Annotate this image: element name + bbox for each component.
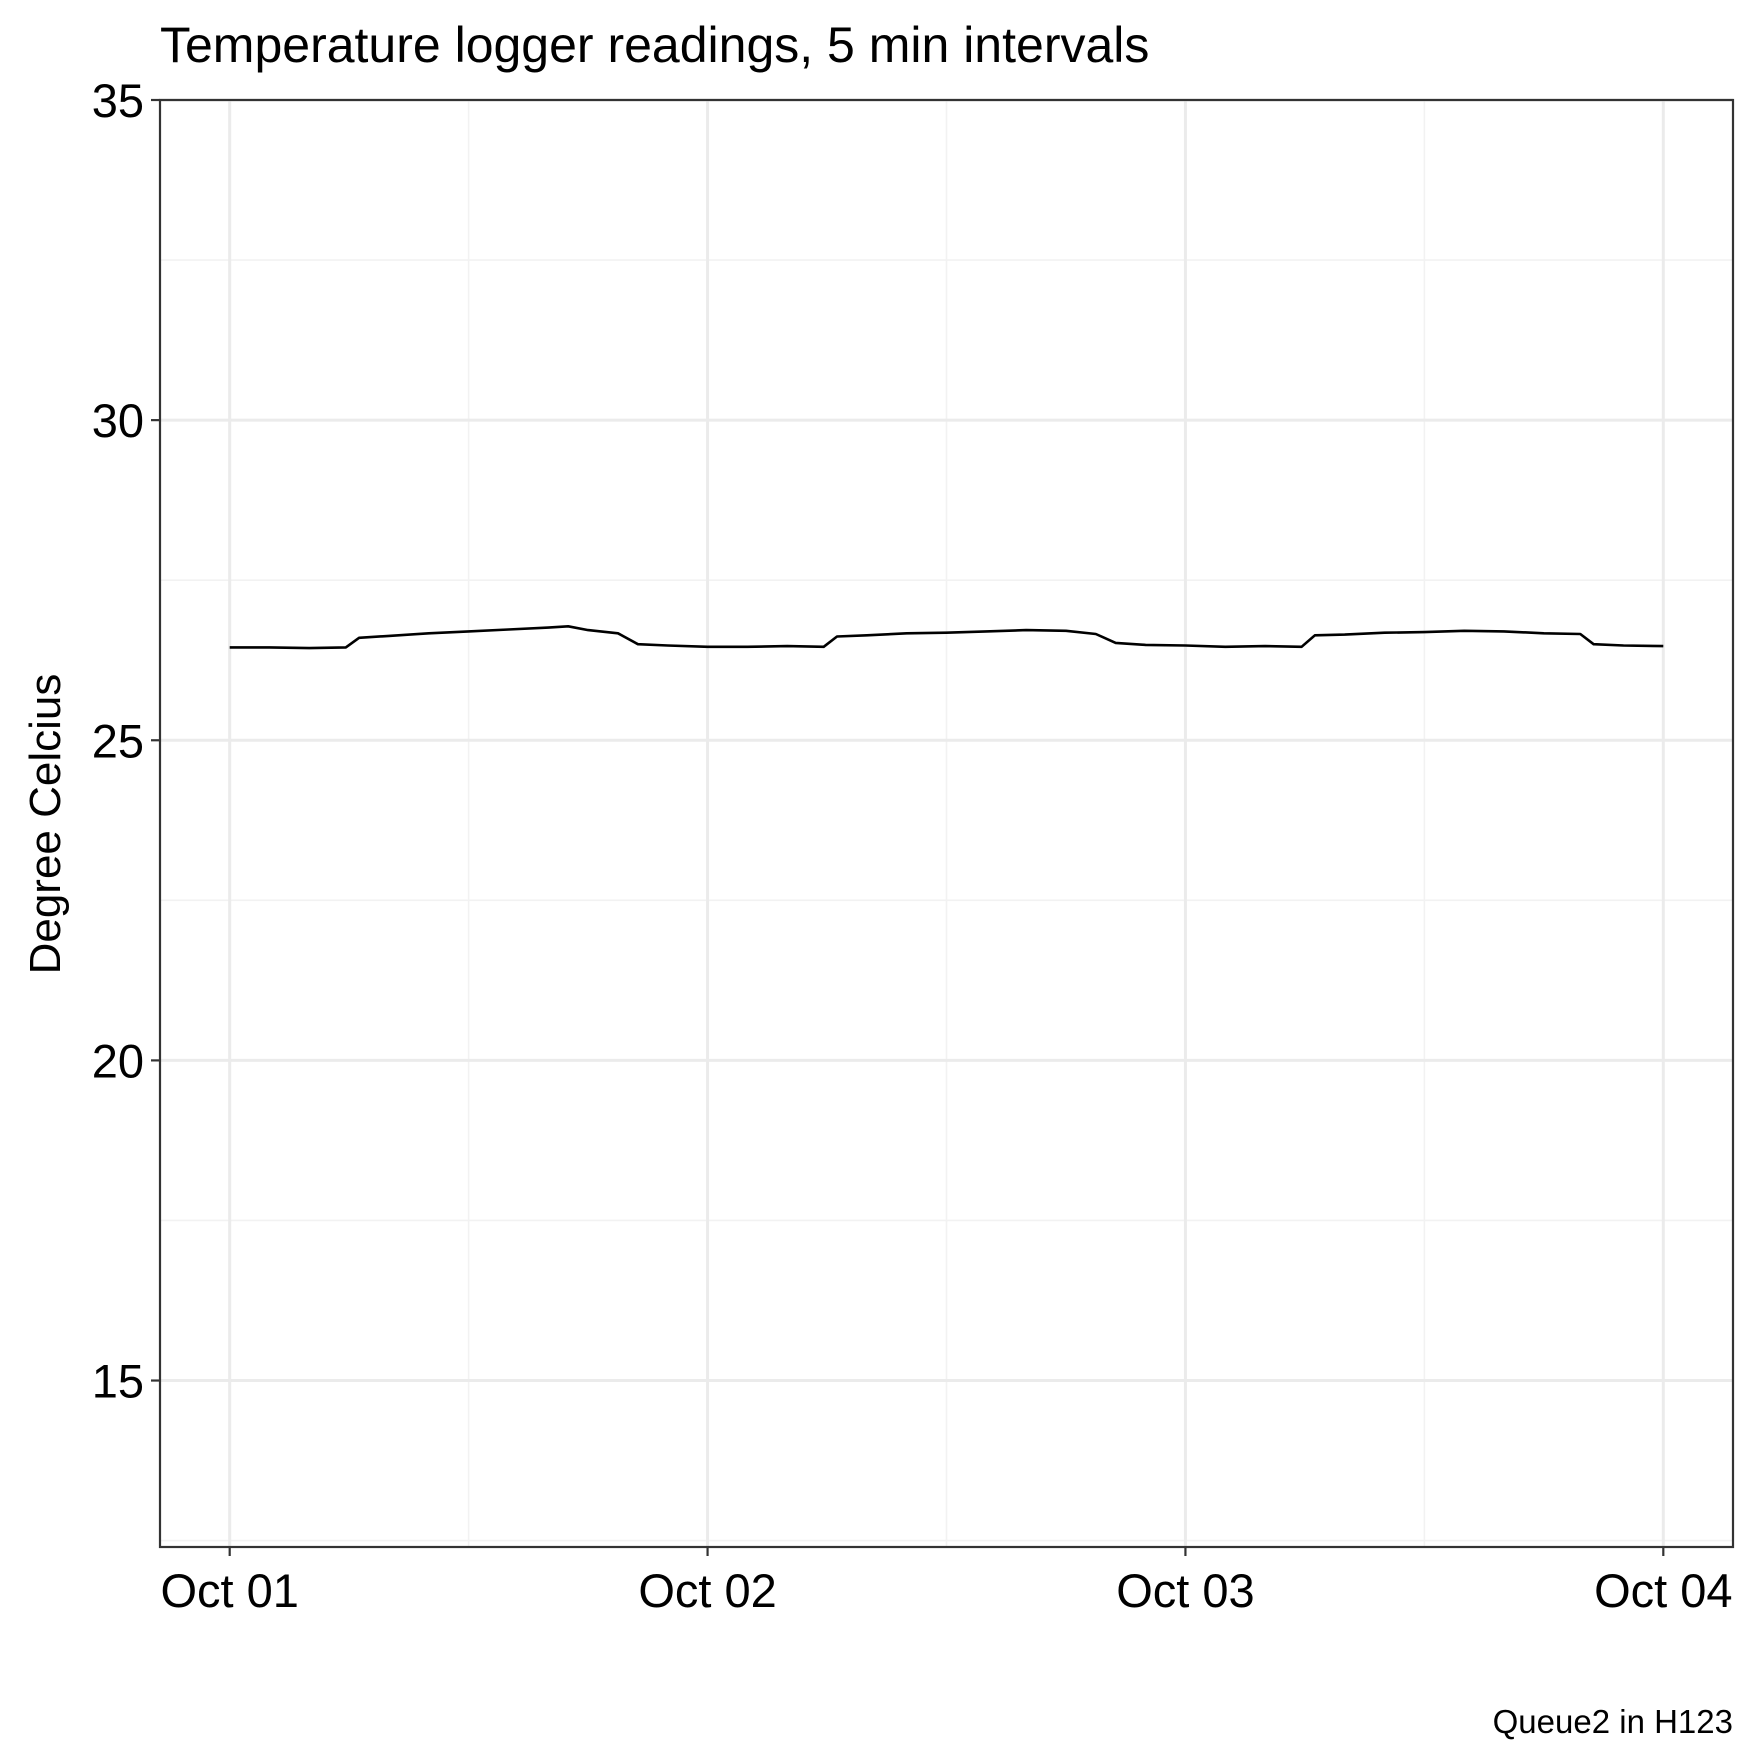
y-tick-label: 15	[92, 1355, 144, 1408]
axis-ticks	[151, 98, 1665, 1556]
x-tick-label: Oct 04	[1594, 1564, 1732, 1617]
y-tick-label: 25	[92, 714, 144, 767]
y-tick-label: 20	[92, 1034, 144, 1087]
x-tick-label: Oct 01	[160, 1564, 298, 1617]
y-tick-label: 30	[92, 394, 144, 447]
series-layer	[229, 624, 1664, 650]
x-tick-label: Oct 02	[638, 1564, 776, 1617]
chart-title: Temperature logger readings, 5 min inter…	[160, 17, 1149, 73]
x-tick-label: Oct 03	[1116, 1564, 1254, 1617]
y-axis-title: Degree Celcius	[21, 674, 70, 975]
y-tick-label: 35	[92, 74, 144, 127]
minor-gridlines	[160, 100, 1733, 1547]
chart-caption: Queue2 in H123	[1493, 1703, 1733, 1740]
tick-labels: 15 20 25 30 35 Oct 01 Oct 02 Oct 03 Oct 04	[92, 74, 1733, 1617]
temperature-series-line	[229, 624, 1664, 650]
panel-border	[158, 98, 1735, 1549]
